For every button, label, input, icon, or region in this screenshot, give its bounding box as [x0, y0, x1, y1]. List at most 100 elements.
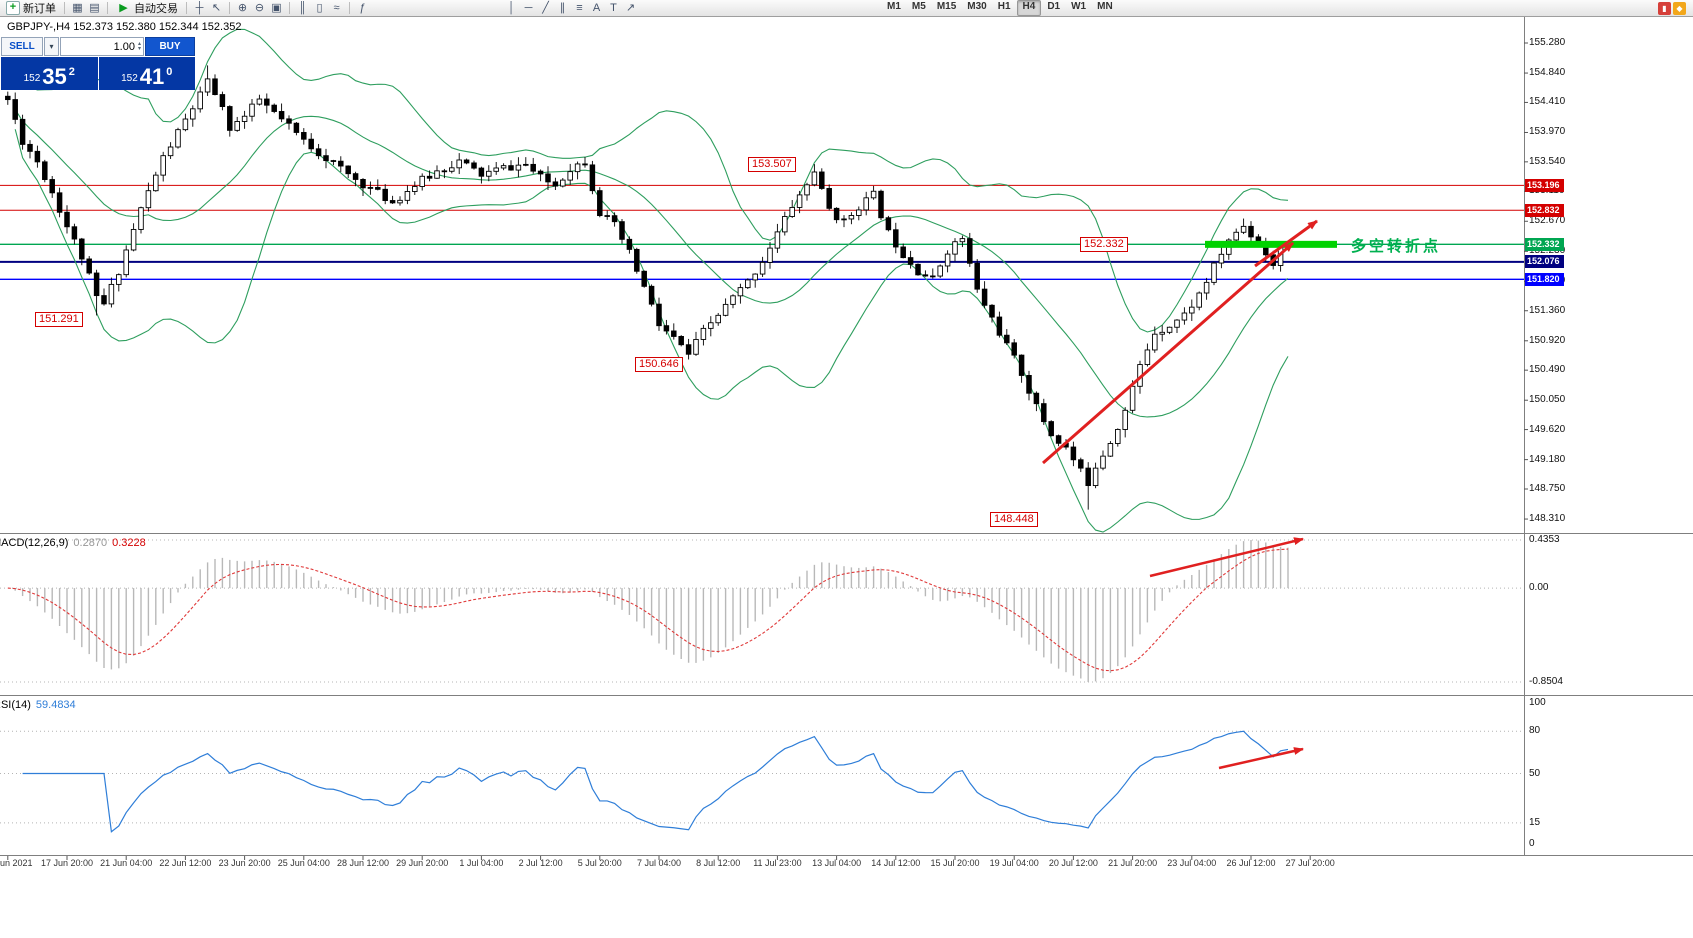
- spin-down-icon[interactable]: ▾: [137, 45, 141, 52]
- trade-prices-row: 152 35 2 152 41 0: [1, 57, 195, 90]
- price-axis-label: 149.180: [1529, 453, 1566, 465]
- text-label-icon[interactable]: T: [610, 2, 617, 14]
- price-axis-label: 152.670: [1529, 215, 1566, 227]
- price-axis-label: 153.970: [1529, 126, 1566, 138]
- price-tag: 152.832: [1525, 203, 1564, 217]
- timeframe-toolbar: M1 M5 M15 M30 H1 H4 D1 W1 MN: [882, 0, 1118, 16]
- time-axis-label: 5 Jul 20:00: [577, 858, 622, 868]
- price-axis-label: 149.620: [1529, 423, 1566, 435]
- candle-chart-icon[interactable]: ▯: [316, 2, 323, 14]
- channel-icon[interactable]: ∥: [559, 2, 566, 14]
- rsi-axis-label: 50: [1529, 767, 1541, 779]
- timeframe-mn[interactable]: MN: [1097, 1, 1113, 12]
- indicators-icon[interactable]: ƒ: [359, 2, 366, 14]
- time-axis-label: 14 Jul 12:00: [871, 858, 921, 868]
- cursor-icon[interactable]: ↖: [211, 2, 222, 14]
- zoom-out-icon[interactable]: ⊖: [254, 2, 265, 14]
- crosshair-icon[interactable]: ┼: [195, 2, 204, 14]
- volume-field[interactable]: 1.00 ▴ ▾: [60, 37, 144, 56]
- trend-arrows: [1042, 219, 1318, 770]
- time-axis-label: 11 Jul 23:00: [753, 858, 802, 868]
- bid-price-display[interactable]: 152 35 2: [1, 57, 98, 90]
- time-axis-label: 22 Jun 12:00: [159, 858, 212, 868]
- fibonacci-icon[interactable]: ≡: [576, 2, 583, 14]
- autotrading-play-icon: ▶: [119, 2, 128, 14]
- new-order-icon: +: [6, 1, 20, 15]
- time-axis-label: 25 Jun 04:00: [277, 858, 330, 868]
- price-callout[interactable]: 150.646: [635, 357, 683, 372]
- macd-main-value: 0.2870: [73, 537, 108, 549]
- toolbar-separator: [186, 2, 187, 14]
- buy-button[interactable]: BUY: [145, 37, 195, 56]
- price-axis-label: 150.920: [1529, 334, 1566, 346]
- timeframe-m5[interactable]: M5: [911, 1, 926, 12]
- turning-point-highlight[interactable]: [1205, 240, 1337, 248]
- macd-axis-label: 0.00: [1529, 582, 1549, 594]
- timeframe-d1[interactable]: D1: [1047, 1, 1061, 12]
- rsi-axis-label: 100: [1529, 697, 1546, 708]
- price-callout[interactable]: 152.332: [1080, 237, 1128, 252]
- time-axis-label: 16 Jun 2021: [0, 858, 33, 868]
- trend-arrow[interactable]: [1042, 241, 1294, 465]
- time-axis-label: 27 Jul 20:00: [1285, 858, 1335, 868]
- price-axis-label: 150.050: [1529, 394, 1566, 406]
- time-axis-label: 29 Jun 20:00: [396, 858, 449, 868]
- text-icon[interactable]: A: [592, 2, 601, 14]
- trend-arrow[interactable]: [1254, 219, 1318, 268]
- volume-spinner[interactable]: ▴ ▾: [137, 40, 141, 52]
- trend-arrow[interactable]: [1218, 747, 1304, 770]
- zoom-in-icon[interactable]: ⊕: [237, 2, 248, 14]
- one-click-trading-panel: SELL ▾ 1.00 ▴ ▾ BUY 152 35 2 152 41 0: [1, 37, 195, 90]
- timeframe-m30[interactable]: M30: [967, 1, 987, 12]
- new-order-button[interactable]: + 新订单: [3, 1, 59, 16]
- price-tag: 152.076: [1525, 255, 1564, 269]
- trend-arrow[interactable]: [1149, 537, 1304, 578]
- bollinger-upper: [14, 28, 1289, 333]
- ask-price-display[interactable]: 152 41 0: [98, 57, 195, 90]
- toolbar-separator: [229, 2, 230, 14]
- time-axis-label: 2 Jul 12:00: [518, 858, 563, 868]
- timeframe-h1[interactable]: H1: [997, 1, 1011, 12]
- price-tag: 151.820: [1525, 272, 1564, 286]
- chart-note[interactable]: 多空转折点: [1351, 238, 1442, 255]
- order-options-dropdown[interactable]: ▾: [44, 37, 59, 56]
- autotrading-button[interactable]: ▶ 自动交易: [113, 1, 181, 16]
- arrow-tool-icon[interactable]: ↗: [625, 2, 636, 14]
- time-axis-label: 23 Jul 04:00: [1167, 858, 1217, 868]
- red-indicator-icon[interactable]: ▮: [1658, 1, 1671, 15]
- line-chart-icon[interactable]: ≈: [333, 2, 340, 14]
- price-tag: 152.332: [1525, 237, 1564, 251]
- tile-windows-icon[interactable]: ▣: [271, 2, 282, 14]
- price-callout[interactable]: 153.507: [748, 157, 796, 172]
- price-callout[interactable]: 148.448: [990, 512, 1038, 527]
- timeframe-m15[interactable]: M15: [936, 1, 957, 12]
- macd-axis-label: -0.8504: [1529, 676, 1563, 687]
- chart-canvas[interactable]: [0, 0, 1693, 872]
- time-axis-label: 20 Jul 12:00: [1048, 858, 1098, 868]
- timeframe-h4[interactable]: H4: [1016, 0, 1042, 16]
- profiles-icon[interactable]: ▤: [89, 2, 100, 14]
- time-axis-label: 26 Jul 12:00: [1226, 858, 1276, 868]
- yellow-indicator-icon[interactable]: ◆: [1673, 1, 1686, 15]
- time-axis-label: 23 Jun 20:00: [218, 858, 271, 868]
- timeframe-w1[interactable]: W1: [1071, 1, 1087, 12]
- vertical-line-icon[interactable]: │: [508, 2, 515, 14]
- bar-chart-icon[interactable]: ║: [298, 2, 307, 14]
- rsi-name: RSI(14): [0, 699, 31, 711]
- panel-separators: [0, 17, 1693, 860]
- volume-value: 1.00: [113, 40, 135, 53]
- time-axis-label: 7 Jul 04:00: [636, 858, 682, 868]
- price-callout[interactable]: 151.291: [35, 312, 83, 327]
- timeframe-m1[interactable]: M1: [887, 1, 901, 12]
- charts-icon[interactable]: ▦: [72, 2, 83, 14]
- sell-button[interactable]: SELL: [1, 37, 43, 56]
- new-order-label: 新订单: [23, 3, 56, 15]
- time-axis-label: 28 Jun 12:00: [336, 858, 390, 868]
- macd-axis-label: 0.4353: [1529, 534, 1560, 545]
- trendline-icon[interactable]: ╱: [542, 2, 549, 14]
- horizontal-line-icon[interactable]: ─: [524, 2, 533, 14]
- spin-up-icon[interactable]: ▴: [137, 40, 141, 47]
- price-axis-label: 154.410: [1529, 96, 1566, 108]
